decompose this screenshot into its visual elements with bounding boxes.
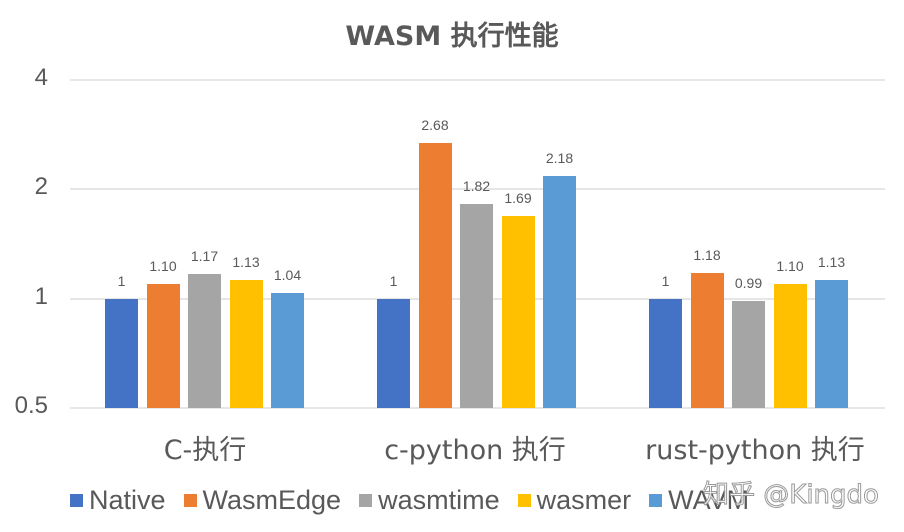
gridline-4 [70, 79, 885, 81]
bar-wasmedge-1 [418, 143, 452, 408]
legend-swatch-native [70, 493, 83, 507]
data-label: 1 [661, 273, 670, 289]
category-label-c: C-执行 [163, 435, 247, 466]
watermark: 知乎 @Kingdo [703, 480, 880, 511]
data-label: 1.17 [190, 248, 219, 265]
y-tick-4: 4 [34, 64, 48, 91]
legend-swatch-wasmedge [183, 493, 197, 507]
category-label-c-python: c-python 执行 [384, 435, 566, 466]
bar-native-1 [377, 299, 410, 408]
data-label: 1.10 [149, 257, 177, 274]
legend-label: Native [89, 484, 166, 515]
legend-label: WasmEdge [202, 484, 342, 515]
legend-item-wasmedge: WasmEdge [183, 484, 342, 516]
data-label: 1.69 [504, 190, 532, 207]
legend: Native WasmEdge wasmtime wasmer WAVM [70, 480, 767, 520]
y-tick-0-5: 0.5 [14, 392, 48, 419]
legend-item-wavm: WAVM [649, 485, 749, 516]
y-tick-2: 2 [34, 173, 48, 200]
legend-item-wasmer: wasmer [517, 484, 632, 516]
data-label: 1.13 [817, 253, 846, 270]
legend-label: wasmtime [378, 484, 500, 515]
bar-wavm-0 [271, 292, 304, 408]
data-label: 2.18 [545, 149, 574, 166]
bar-wasmer-2 [773, 283, 807, 408]
bar-native-2 [649, 299, 682, 408]
bar-wavm-1 [543, 175, 576, 408]
bar-wasmer-0 [229, 279, 263, 408]
legend-swatch-wasmer [517, 493, 531, 507]
chart-title: WASM 执行性能 [345, 21, 559, 52]
bar-native-0 [105, 299, 138, 408]
data-label: 1.13 [232, 253, 260, 270]
legend-item-wasmtime: wasmtime [359, 485, 500, 516]
data-label: 1.04 [273, 266, 302, 283]
bar-wasmtime-0 [188, 274, 221, 408]
data-label: 2.68 [421, 117, 449, 134]
data-label: 1 [389, 273, 398, 289]
data-label: 1.10 [776, 257, 804, 274]
data-label: 1 [117, 273, 126, 289]
gridline-0-5 [70, 407, 885, 409]
legend-item-native: Native [70, 485, 166, 516]
bar-wavm-2 [815, 279, 848, 408]
gridline-2 [70, 188, 885, 190]
bar-wasmtime-2 [732, 300, 765, 408]
bar-wasmer-1 [501, 216, 535, 408]
data-label: 1.18 [693, 246, 721, 263]
category-label-rust-python: rust-python 执行 [645, 435, 865, 466]
data-label: 1.82 [462, 178, 491, 195]
data-label: 0.99 [734, 274, 763, 291]
bar-wasmtime-1 [460, 204, 493, 408]
bar-wasmedge-0 [146, 283, 180, 408]
bar-wasmedge-2 [690, 272, 724, 408]
legend-swatch-wasmtime [359, 493, 373, 507]
legend-label: WAVM [668, 484, 750, 515]
legend-swatch-wavm [649, 493, 663, 507]
legend-label: wasmer [536, 484, 632, 515]
y-tick-1: 1 [34, 283, 48, 310]
